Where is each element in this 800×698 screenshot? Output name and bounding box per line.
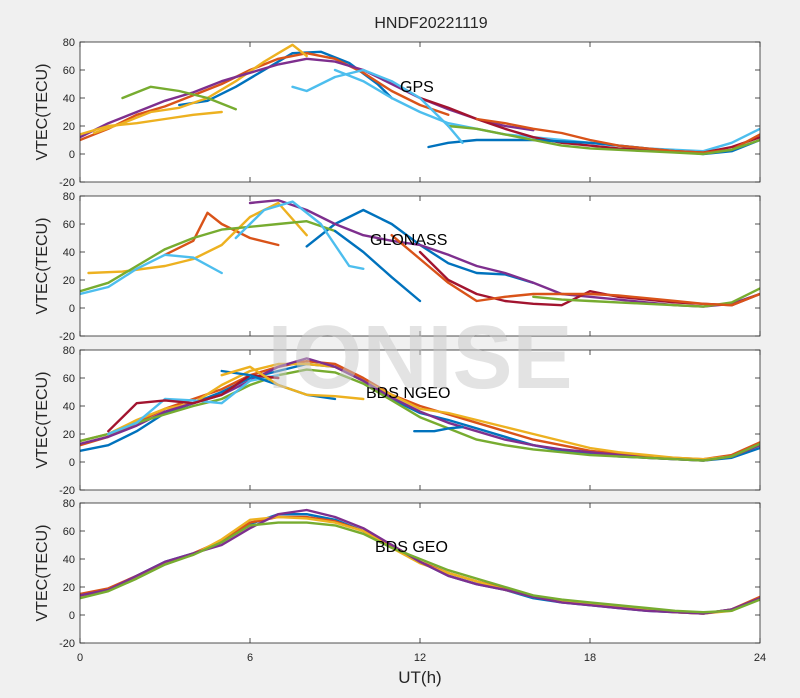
- figure-title: HNDF20221119: [374, 15, 487, 32]
- series-line-5: [80, 521, 760, 614]
- y-tick-label: -20: [59, 485, 75, 497]
- series-group: [80, 508, 760, 615]
- series-line-10: [413, 425, 464, 433]
- y-tick-label: 0: [69, 149, 75, 161]
- panel-3: -20 0 20 40 60 80 VTEC(TECU) BDS NGEO: [34, 345, 761, 497]
- series-line-4: [80, 508, 760, 615]
- series-line-9: [80, 253, 223, 296]
- series-line-10: [80, 110, 223, 136]
- y-tick-label: -20: [59, 177, 75, 189]
- y-axis-label: VTEC(TECU): [34, 64, 51, 161]
- x-tick-label: 12: [414, 652, 426, 664]
- y-tick-label: 80: [63, 498, 75, 510]
- y-tick-label: 80: [63, 191, 75, 203]
- y-tick-label: -20: [59, 638, 75, 650]
- series-line-6: [107, 374, 280, 436]
- y-tick-label: 0: [69, 303, 75, 315]
- panel-annotation: BDS GEO: [375, 539, 448, 556]
- y-tick-label: 80: [63, 37, 75, 49]
- y-tick-label: 20: [63, 275, 75, 287]
- panel-annotation: BDS NGEO: [366, 385, 450, 402]
- series-line-6: [333, 68, 760, 153]
- series-line-2: [80, 360, 760, 461]
- y-tick-label: 60: [63, 526, 75, 538]
- y-tick-label: 20: [63, 429, 75, 441]
- series-line-12: [291, 68, 464, 145]
- series-group: [80, 198, 760, 308]
- x-axis-label: UT(h): [398, 668, 441, 687]
- y-tick-label: -20: [59, 331, 75, 343]
- series-line-3: [92, 43, 308, 135]
- plot-area: [80, 350, 760, 490]
- series-line-9: [220, 365, 365, 401]
- panel-annotation: GLONASS: [370, 232, 447, 249]
- series-line-5: [80, 219, 337, 293]
- y-tick-label: 80: [63, 345, 75, 357]
- y-tick-label: 0: [69, 610, 75, 622]
- x-tick-label: 18: [584, 652, 596, 664]
- y-axis-label: VTEC(TECU): [34, 218, 51, 315]
- y-tick-label: 60: [63, 373, 75, 385]
- x-tick-label: 24: [754, 652, 766, 664]
- panel-1: -20 0 20 40 60 80 VTEC(TECU) GPS: [34, 37, 761, 189]
- series-line-5: [121, 85, 238, 111]
- y-tick-label: 40: [63, 93, 75, 105]
- y-tick-label: 20: [63, 582, 75, 594]
- series-group: [80, 357, 760, 462]
- y-tick-label: 60: [63, 65, 75, 77]
- watermark: IONISE: [267, 308, 572, 408]
- series-line-5: [80, 368, 760, 462]
- series-line-11: [447, 124, 760, 156]
- y-tick-label: 0: [69, 457, 75, 469]
- panel-annotation: GPS: [400, 79, 434, 96]
- series-line-2: [163, 211, 280, 257]
- series-line-10: [390, 233, 760, 307]
- y-tick-label: 20: [63, 121, 75, 133]
- panel-2: -20 0 20 40 60 80 VTEC(TECU) GLONASS: [34, 191, 761, 343]
- plot-area: [80, 503, 760, 643]
- y-axis-label: VTEC(TECU): [34, 372, 51, 469]
- plot-area: [80, 196, 760, 336]
- series-line-6: [234, 200, 365, 270]
- y-tick-label: 40: [63, 401, 75, 413]
- x-tick-label: 0: [77, 652, 83, 664]
- series-line-2: [80, 52, 450, 142]
- y-tick-label: 60: [63, 219, 75, 231]
- y-tick-label: 40: [63, 554, 75, 566]
- x-tick-label: 6: [247, 652, 253, 664]
- y-tick-label: 40: [63, 247, 75, 259]
- series-line-11: [333, 229, 422, 303]
- series-group: [80, 43, 760, 156]
- y-axis-label: VTEC(TECU): [34, 525, 51, 622]
